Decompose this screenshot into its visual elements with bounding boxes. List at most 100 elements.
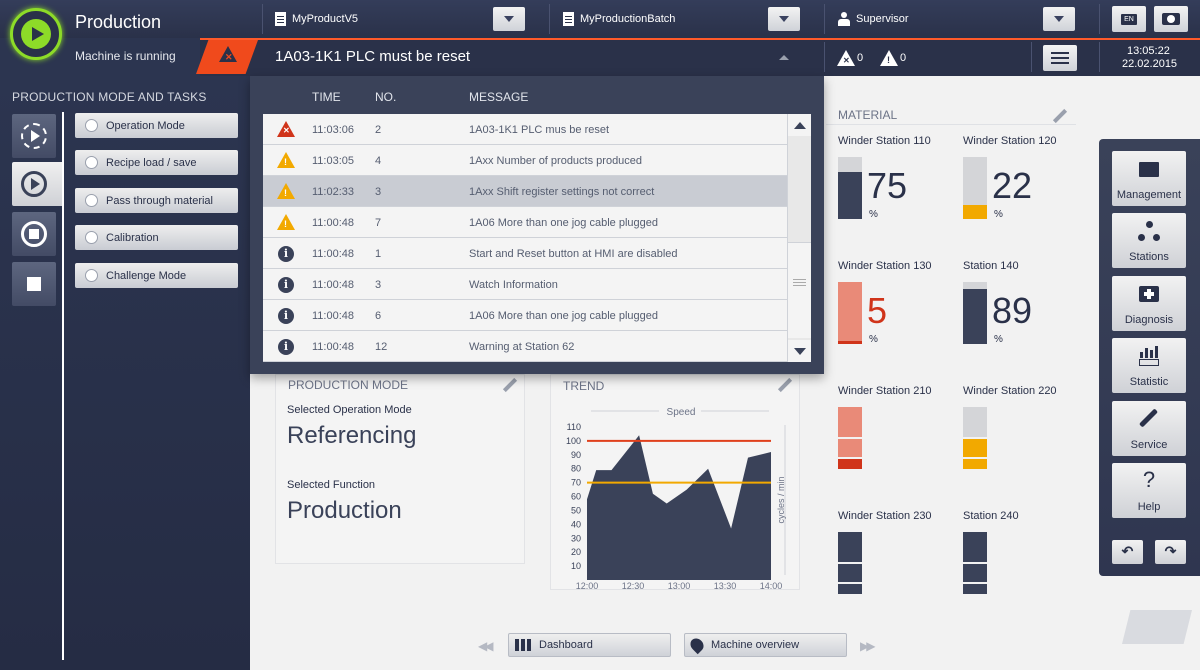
edit-pencil-icon[interactable] xyxy=(502,377,518,393)
task-recipe[interactable]: Recipe load / save xyxy=(75,150,238,175)
next-page-icon[interactable]: ▶▶ xyxy=(860,639,876,653)
station-level-value: 5 xyxy=(867,290,888,331)
task-operation-mode[interactable]: Operation Mode xyxy=(75,113,238,138)
scroll-down-button[interactable] xyxy=(788,340,811,362)
trend-chart: Speed 10 20 30 40 50 60 70 80 90 100 110 12:00 12:30 1… xyxy=(566,407,786,591)
station-level-gauge[interactable] xyxy=(838,157,862,219)
station-level-gauge[interactable] xyxy=(963,282,987,344)
task-challenge[interactable]: Challenge Mode xyxy=(75,263,238,288)
station-level-gauge[interactable] xyxy=(838,282,862,344)
user-select[interactable]: Supervisor xyxy=(838,6,909,32)
error-x: ✕ xyxy=(225,52,233,62)
station-segment-gauge[interactable] xyxy=(838,532,862,594)
nav-help[interactable]: ? Help xyxy=(1112,463,1186,518)
play-icon xyxy=(31,178,40,190)
alarm-scrollbar[interactable] xyxy=(787,114,811,362)
alarm-row[interactable]: i 11:00:48 3 Watch Information xyxy=(263,269,787,300)
task-calibration[interactable]: Calibration xyxy=(75,225,238,250)
y-tick-label: 10 xyxy=(571,561,581,571)
dashboard-button[interactable]: Dashboard xyxy=(508,633,671,657)
stop-icon xyxy=(27,277,41,291)
camera-button[interactable] xyxy=(1154,6,1188,32)
alarm-row[interactable]: ✕ 11:03:06 2 1A03-1K1 PLC mus be reset xyxy=(263,114,787,145)
edit-pencil-icon[interactable] xyxy=(1052,108,1068,124)
station-segment-gauge[interactable] xyxy=(838,407,862,469)
gauge-segment xyxy=(963,584,987,594)
column-message[interactable]: MESSAGE xyxy=(469,90,529,104)
percent-unit: % xyxy=(869,334,878,345)
alarm-time: 11:00:48 xyxy=(312,341,355,353)
scroll-up-button[interactable] xyxy=(788,114,811,136)
product-select[interactable]: MyProductV5 xyxy=(275,6,358,32)
station-level-value: 89 xyxy=(992,290,1033,331)
station-name: Winder Station 210 xyxy=(838,385,932,397)
user-dropdown-button[interactable] xyxy=(1043,7,1075,31)
station-segment-gauge[interactable] xyxy=(963,407,987,469)
mode-stop-button[interactable] xyxy=(12,262,56,306)
product-value: MyProductV5 xyxy=(292,13,359,25)
dashboard-icon xyxy=(515,639,531,651)
error-icon: ✕ xyxy=(277,121,295,138)
alarm-row[interactable]: ! 11:00:48 7 1A06 More than one jog cable p… xyxy=(263,207,787,238)
station-level-gauge[interactable] xyxy=(963,157,987,219)
alarm-time: 11:00:48 xyxy=(312,248,355,260)
scroll-down-icon xyxy=(794,348,806,355)
document-icon xyxy=(275,12,286,26)
nav-stations[interactable]: Stations xyxy=(1112,213,1186,268)
alarm-time: 11:00:48 xyxy=(312,279,355,291)
alarm-list-button[interactable] xyxy=(1043,45,1077,71)
alarm-row[interactable]: ! 11:02:33 3 1Axx Shift register settings n… xyxy=(263,176,787,207)
column-time[interactable]: TIME xyxy=(312,90,341,104)
alarm-message[interactable]: 1A03-1K1 PLC must be reset xyxy=(275,48,471,65)
redo-button[interactable]: ↷ xyxy=(1155,540,1186,564)
mode-run-button[interactable] xyxy=(12,162,64,206)
info-icon: i xyxy=(277,245,295,262)
alarm-row[interactable]: ! 11:03:05 4 1Axx Number of products produc… xyxy=(263,145,787,176)
batch-select[interactable]: MyProductionBatch xyxy=(563,6,675,32)
scroll-thumb[interactable] xyxy=(788,242,811,338)
task-pass-through[interactable]: Pass through material xyxy=(75,188,238,213)
machine-overview-button[interactable]: Machine overview xyxy=(684,633,847,657)
info-icon: i xyxy=(277,338,295,355)
alarm-row[interactable]: i 11:00:48 12 Warning at Station 62 xyxy=(263,331,787,362)
info-icon: i xyxy=(277,307,295,324)
y-tick-label: 40 xyxy=(571,519,581,529)
op-mode-value: Referencing xyxy=(287,422,417,449)
radio-icon xyxy=(85,269,98,282)
x-tick-label: 12:00 xyxy=(576,581,599,591)
error-count-icon xyxy=(837,50,855,66)
alarm-bar xyxy=(200,38,1200,76)
collapse-arrow-icon[interactable] xyxy=(779,55,789,60)
nav-statistic[interactable]: Statistic xyxy=(1112,338,1186,393)
y-tick-label: 50 xyxy=(571,505,581,515)
alarm-message-text: 1Axx Shift register settings not correct xyxy=(469,186,655,198)
alarm-number: 12 xyxy=(375,341,388,353)
alarm-row[interactable]: i 11:00:48 1 Start and Reset button at HMI … xyxy=(263,238,787,269)
machine-running-icon xyxy=(10,8,62,60)
op-mode-label: Selected Operation Mode xyxy=(287,404,412,416)
language-button[interactable]: EN xyxy=(1112,6,1146,32)
nav-management[interactable]: Management xyxy=(1112,151,1186,206)
product-dropdown-button[interactable] xyxy=(493,7,525,31)
alarm-row[interactable]: i 11:00:48 6 1A06 More than one jog cable p… xyxy=(263,300,787,331)
prev-page-icon[interactable]: ◀◀ xyxy=(478,639,494,653)
column-no[interactable]: NO. xyxy=(375,90,397,104)
divider xyxy=(549,4,550,34)
mode-start-button[interactable] xyxy=(12,114,56,158)
alarm-number: 3 xyxy=(375,279,382,291)
machine-status: Machine is running xyxy=(75,49,176,63)
station-name: Winder Station 130 xyxy=(838,260,932,272)
alarm-message-text: 1Axx Number of products produced xyxy=(469,155,643,167)
mode-cycle-stop-button[interactable] xyxy=(12,212,56,256)
undo-button[interactable]: ↶ xyxy=(1112,540,1143,564)
nav-service[interactable]: Service xyxy=(1112,401,1186,456)
station-segment-gauge[interactable] xyxy=(963,532,987,594)
batch-dropdown-button[interactable] xyxy=(768,7,800,31)
station-level-fill xyxy=(963,289,987,344)
mode-divider xyxy=(62,112,64,660)
chart-title: Speed xyxy=(667,407,696,418)
trend-card: TREND Speed 10 20 30 40 50 60 70 80 90 100 110 12:00… xyxy=(550,374,800,591)
gauge-segment xyxy=(963,564,987,582)
nav-diagnosis[interactable]: Diagnosis xyxy=(1112,276,1186,331)
